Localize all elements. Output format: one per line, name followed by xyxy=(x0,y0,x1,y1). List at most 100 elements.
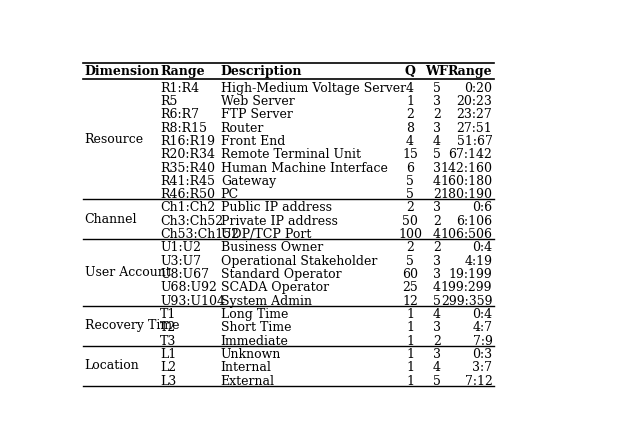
Text: Gateway: Gateway xyxy=(221,175,276,188)
Text: SCADA Operator: SCADA Operator xyxy=(221,282,329,294)
Text: 4: 4 xyxy=(406,81,414,95)
Text: 4: 4 xyxy=(433,135,441,148)
Text: Location: Location xyxy=(85,359,139,372)
Text: 51:67: 51:67 xyxy=(456,135,492,148)
Text: UDP/TCP Port: UDP/TCP Port xyxy=(221,228,311,241)
Text: 4: 4 xyxy=(406,135,414,148)
Text: Dimension: Dimension xyxy=(85,65,160,78)
Text: U8:U67: U8:U67 xyxy=(160,268,209,281)
Text: 5: 5 xyxy=(433,148,441,161)
Text: Recovery Time: Recovery Time xyxy=(85,319,179,332)
Text: Standard Operator: Standard Operator xyxy=(221,268,341,281)
Text: FTP Server: FTP Server xyxy=(221,108,293,121)
Text: Ch53:Ch152: Ch53:Ch152 xyxy=(160,228,239,241)
Text: 2: 2 xyxy=(433,188,441,201)
Text: 4: 4 xyxy=(433,308,441,321)
Text: Router: Router xyxy=(221,122,264,134)
Text: 7:9: 7:9 xyxy=(473,335,492,348)
Text: WF: WF xyxy=(425,65,448,78)
Text: 3:7: 3:7 xyxy=(472,361,492,374)
Text: 4: 4 xyxy=(433,361,441,374)
Text: High-Medium Voltage Server: High-Medium Voltage Server xyxy=(221,81,406,95)
Text: 1: 1 xyxy=(406,308,414,321)
Text: Ch1:Ch2: Ch1:Ch2 xyxy=(160,201,215,215)
Text: 3: 3 xyxy=(433,162,441,174)
Text: T1: T1 xyxy=(160,308,176,321)
Text: Web Server: Web Server xyxy=(221,95,295,108)
Text: 1: 1 xyxy=(406,348,414,361)
Text: 0:3: 0:3 xyxy=(472,348,492,361)
Text: 0:4: 0:4 xyxy=(472,308,492,321)
Text: Unknown: Unknown xyxy=(221,348,281,361)
Text: 2: 2 xyxy=(406,201,414,215)
Text: R46:R50: R46:R50 xyxy=(160,188,215,201)
Text: L1: L1 xyxy=(160,348,176,361)
Text: 2: 2 xyxy=(406,108,414,121)
Text: R16:R19: R16:R19 xyxy=(160,135,215,148)
Text: Range: Range xyxy=(160,65,204,78)
Text: Internal: Internal xyxy=(221,361,271,374)
Text: 60: 60 xyxy=(402,268,418,281)
Text: 160:180: 160:180 xyxy=(440,175,492,188)
Text: 2: 2 xyxy=(433,335,441,348)
Text: U93:U104: U93:U104 xyxy=(160,295,225,308)
Text: 106:506: 106:506 xyxy=(440,228,492,241)
Text: 3: 3 xyxy=(433,95,441,108)
Text: Channel: Channel xyxy=(85,212,137,226)
Text: 4: 4 xyxy=(433,175,441,188)
Text: Description: Description xyxy=(221,65,302,78)
Text: 5: 5 xyxy=(433,81,441,95)
Text: 3: 3 xyxy=(433,255,441,268)
Text: 20:23: 20:23 xyxy=(456,95,492,108)
Text: 6:106: 6:106 xyxy=(456,215,492,228)
Text: 15: 15 xyxy=(402,148,418,161)
Text: U3:U7: U3:U7 xyxy=(160,255,201,268)
Text: Business Owner: Business Owner xyxy=(221,241,323,254)
Text: Short Time: Short Time xyxy=(221,321,292,334)
Text: 7:12: 7:12 xyxy=(465,374,492,388)
Text: 8: 8 xyxy=(406,122,414,134)
Text: 4: 4 xyxy=(433,228,441,241)
Text: 142:160: 142:160 xyxy=(440,162,492,174)
Text: U68:U92: U68:U92 xyxy=(160,282,217,294)
Text: 100: 100 xyxy=(398,228,422,241)
Text: Private IP address: Private IP address xyxy=(221,215,337,228)
Text: 19:199: 19:199 xyxy=(449,268,492,281)
Text: 1: 1 xyxy=(406,361,414,374)
Text: L2: L2 xyxy=(160,361,176,374)
Text: 23:27: 23:27 xyxy=(456,108,492,121)
Text: L3: L3 xyxy=(160,374,176,388)
Text: 1: 1 xyxy=(406,335,414,348)
Text: Remote Terminal Unit: Remote Terminal Unit xyxy=(221,148,361,161)
Text: 3: 3 xyxy=(433,348,441,361)
Text: 67:142: 67:142 xyxy=(448,148,492,161)
Text: External: External xyxy=(221,374,275,388)
Text: 5: 5 xyxy=(433,374,441,388)
Text: U1:U2: U1:U2 xyxy=(160,241,201,254)
Text: 199:299: 199:299 xyxy=(441,282,492,294)
Text: T3: T3 xyxy=(160,335,176,348)
Text: User Account: User Account xyxy=(85,266,171,279)
Text: Ch3:Ch52: Ch3:Ch52 xyxy=(160,215,223,228)
Text: 3: 3 xyxy=(433,321,441,334)
Text: R8:R15: R8:R15 xyxy=(160,122,207,134)
Text: 3: 3 xyxy=(433,122,441,134)
Text: Resource: Resource xyxy=(85,133,144,146)
Text: 1: 1 xyxy=(406,95,414,108)
Text: T2: T2 xyxy=(160,321,176,334)
Text: 3: 3 xyxy=(433,201,441,215)
Text: 50: 50 xyxy=(402,215,418,228)
Text: Range: Range xyxy=(448,65,492,78)
Text: 2: 2 xyxy=(433,108,441,121)
Text: System Admin: System Admin xyxy=(221,295,312,308)
Text: 12: 12 xyxy=(402,295,418,308)
Text: 1: 1 xyxy=(406,321,414,334)
Text: 299:359: 299:359 xyxy=(441,295,492,308)
Text: 4:19: 4:19 xyxy=(465,255,492,268)
Text: R20:R34: R20:R34 xyxy=(160,148,215,161)
Text: R35:R40: R35:R40 xyxy=(160,162,215,174)
Text: R5: R5 xyxy=(160,95,177,108)
Text: Long Time: Long Time xyxy=(221,308,288,321)
Text: 5: 5 xyxy=(433,295,441,308)
Text: Public IP address: Public IP address xyxy=(221,201,332,215)
